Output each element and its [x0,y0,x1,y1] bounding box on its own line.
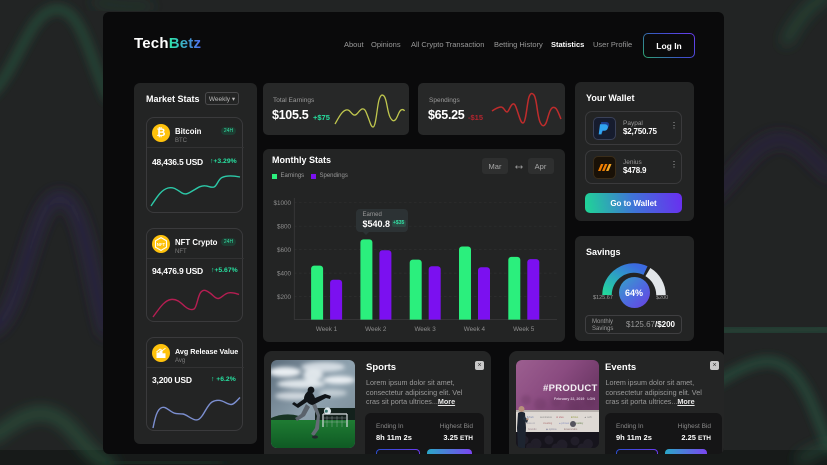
svg-text:$600: $600 [277,247,292,254]
svg-text:Week 2: Week 2 [365,326,387,333]
svg-text:$400: $400 [277,271,292,278]
svg-text:❊ vivo: ❊ vivo [556,415,564,419]
svg-text:Week 5: Week 5 [513,326,535,333]
svg-text:Week 3: Week 3 [414,326,436,333]
svg-text:$800: $800 [277,224,292,231]
svg-text:◆ optima: ◆ optima [546,427,557,431]
svg-text:● primeo: ● primeo [559,421,570,425]
svg-text:$1000: $1000 [273,200,291,207]
svg-text:▲ soft: ▲ soft [584,415,592,419]
svg-text:kuvera labs: kuvera labs [564,427,578,431]
svg-text:February 22, 2019 LON: February 22, 2019 LON [554,397,595,401]
svg-text:NFT: NFT [157,242,166,247]
svg-text:nexa co: nexa co [526,422,536,425]
svg-text:◈ flyhub: ◈ flyhub [524,415,534,419]
svg-text:walley: walley [576,421,584,425]
svg-text:#PRODUCT: #PRODUCT [543,383,598,394]
svg-text:creatlog: creatlog [543,421,553,425]
svg-text:brandix: brandix [528,427,537,431]
svg-text:$200: $200 [277,294,292,301]
svg-text:Week 4: Week 4 [464,326,486,333]
svg-text:Week 1: Week 1 [316,326,338,333]
svg-text:■ bloo: ■ bloo [571,415,579,419]
svg-text:semirance: semirance [540,415,553,419]
